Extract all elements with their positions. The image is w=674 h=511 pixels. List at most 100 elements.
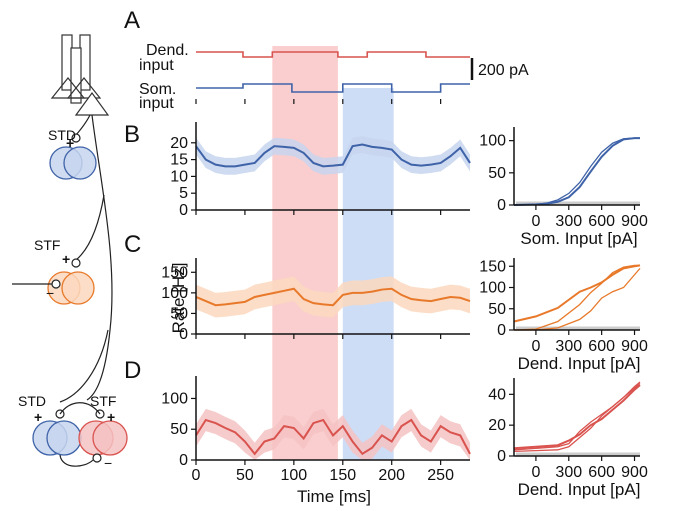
B-curve-series-0 (513, 137, 640, 206)
bottom-axon-branch (59, 402, 101, 415)
B-curve-xtick-label-0: 0 (531, 213, 540, 230)
C-curve-ytick-label-1: 50 (488, 301, 506, 318)
B-curve-series-1 (513, 137, 640, 206)
dendrite-box-3 (70, 47, 82, 104)
D-curve-xtick-label-3: 900 (621, 464, 648, 481)
panel-a-ticks (195, 99, 442, 104)
panel-a-inputs: Dend. input Som. input 200 pA (139, 42, 529, 112)
C-trace-ytick-label-1: 50 (170, 305, 188, 322)
panel-label-b: B (124, 121, 140, 148)
som-input-label-2: input (139, 95, 174, 112)
shared-ylabel: Rate [Hz] (169, 263, 188, 334)
label-stf-mid: STF (34, 237, 60, 253)
C-trace-error-band (196, 276, 470, 318)
dend-input-trace (196, 51, 470, 58)
D-trace-mean-line (195, 418, 471, 456)
plus-std-bottom: + (34, 409, 42, 425)
D-curve-xtick-label-1: 300 (555, 464, 582, 481)
som-input-trace (196, 83, 470, 93)
C-curve-series-1 (513, 264, 640, 331)
B-trace-ytick-label-1: 5 (179, 185, 188, 202)
axon-branch-stf (75, 194, 105, 261)
synapse-inhib-bottom (92, 453, 102, 463)
D-curve-ytick-label-2: 40 (488, 386, 506, 403)
minus-inhib-bottom: − (104, 455, 112, 471)
B-curve-xlabel: Som. Input [pA] (520, 229, 637, 248)
B-curve-ytick-label-1: 50 (488, 165, 506, 182)
B-curve-xtick-label-3: 900 (621, 213, 648, 230)
std-cell-blue-bottom-2 (46, 420, 82, 456)
std-cell-blue-2 (63, 146, 97, 180)
B-trace-error-band (196, 136, 470, 175)
D-curve-ytick-label-0: 0 (497, 448, 506, 465)
dend-input-label-2: input (139, 57, 174, 74)
D-curve-series-2 (513, 381, 641, 453)
dend-input-label-1: Dend. (146, 42, 189, 59)
panel-label-d: D (124, 357, 141, 384)
minus-stf-input: − (46, 285, 54, 301)
scale-bar-label: 200 pA (478, 62, 529, 79)
axon-branch-bottom (59, 329, 109, 403)
B-curve-xtick-label-2: 600 (588, 213, 615, 230)
x-tick-label-0: 0 (192, 467, 201, 484)
label-stf-bottom: STF (90, 393, 116, 409)
D-curve-xtick-label-0: 0 (531, 464, 540, 481)
C-curve-ytick-label-2: 100 (479, 280, 506, 297)
C-curve-xtick-label-0: 0 (531, 338, 540, 355)
D-trace-ytick-label-1: 50 (170, 421, 188, 438)
D-curve-ytick-label-1: 20 (488, 417, 506, 434)
plus-stf-mid: + (62, 251, 70, 267)
B-trace-mean-line (195, 143, 471, 168)
C-curve-series-0 (513, 264, 641, 323)
x-tick-label-2: 100 (281, 467, 308, 484)
stf-cell-red-bottom-2 (92, 420, 128, 456)
C-trace-ytick-label-0: 0 (179, 326, 188, 343)
B-trace-ytick-label-2: 10 (170, 168, 188, 185)
chart-d-trace: 0 50 100 0 50 100 150 200 250 (161, 376, 471, 484)
C-curve-xtick-label-3: 900 (621, 338, 648, 355)
soma-triangle-2 (66, 77, 102, 99)
C-trace-ytick-label-3: 150 (161, 264, 188, 281)
C-curve-xlabel: Dend. Input [pA] (518, 354, 641, 373)
plus-std-top: + (66, 135, 74, 151)
B-curve-ytick-label-2: 100 (479, 133, 506, 150)
chart-c-trace: 0 50 100 150 (161, 258, 471, 343)
B-trace-ytick-label-4: 20 (170, 135, 188, 152)
som-input-label-1: Som. (139, 81, 176, 98)
D-curve-xtick-label-2: 600 (588, 464, 615, 481)
label-std-top: STD (48, 127, 76, 143)
C-curve-series-2 (514, 267, 641, 331)
D-curve-series-0 (513, 384, 641, 450)
panel-label-c: C (124, 231, 141, 258)
B-curve-xtick-label-1: 300 (555, 213, 582, 230)
B-trace-ytick-label-0: 0 (179, 202, 188, 219)
stf-cell-orange-2 (61, 271, 95, 305)
label-std-bottom: STD (18, 393, 46, 409)
B-trace-ytick-label-3: 15 (170, 152, 188, 169)
axon-branch-std (75, 114, 91, 136)
synapse-std-top (71, 133, 81, 143)
D-trace-ytick-label-0: 0 (179, 452, 188, 469)
C-curve-xtick-label-1: 300 (555, 338, 582, 355)
D-curve-xlabel: Dend. Input [pA] (518, 480, 641, 499)
panel-label-a: A (124, 7, 140, 34)
C-curve-ytick-label-0: 0 (497, 322, 506, 339)
C-curve-xtick-label-2: 600 (588, 338, 615, 355)
x-tick-label-3: 150 (329, 467, 356, 484)
C-trace-mean-line (195, 287, 471, 307)
circuit-diagram: STD + STF + − STD STF + + − (12, 34, 128, 471)
x-axis-label: Time [ms] (297, 487, 371, 506)
C-curve-ytick-label-3: 150 (479, 258, 506, 275)
x-tick-label-4: 200 (378, 467, 405, 484)
shaded-band-red (272, 46, 338, 460)
x-tick-label-5: 250 (427, 467, 454, 484)
plus-stf-bottom: + (107, 409, 115, 425)
D-trace-ytick-label-2: 100 (161, 390, 188, 407)
axon-path (86, 114, 113, 401)
bottom-inhib-path (59, 454, 94, 467)
